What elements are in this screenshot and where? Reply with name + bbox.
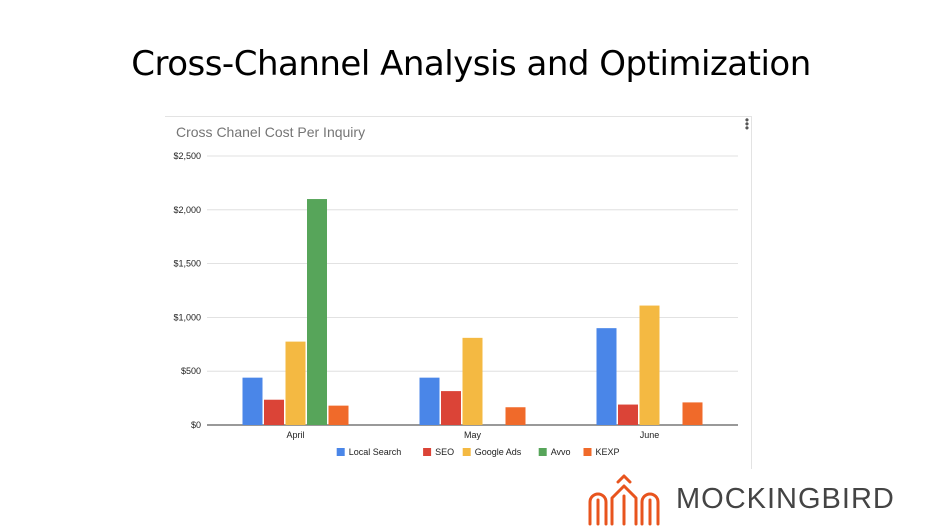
legend-swatch (336, 448, 345, 456)
y-axis-ticks: $0 $500 $1,000 $1,500 $2,000 $2,500 (173, 151, 201, 430)
y-tick-label: $2,000 (173, 205, 201, 215)
bar-avvo-april (307, 199, 327, 425)
x-axis-ticks: April May June (286, 430, 659, 440)
bar-kexp-june (682, 402, 703, 425)
bar-local-search-april (242, 377, 263, 425)
mockingbird-logo-icon (588, 474, 660, 526)
bar-google-ads-april (285, 341, 306, 425)
bar-google-ads-may (462, 337, 483, 425)
y-tick-label: $1,500 (173, 259, 201, 269)
legend-swatch (423, 448, 432, 456)
bar-local-search-may (419, 377, 440, 425)
y-tick-label: $500 (181, 366, 201, 376)
bar-seo-june (618, 404, 638, 425)
chart-title: Cross Chanel Cost Per Inquiry (176, 124, 366, 140)
x-tick-label: June (640, 430, 660, 440)
legend: Local Search SEO Google Ads Avvo KEXP (336, 447, 620, 457)
legend-swatch (462, 448, 471, 456)
y-tick-label: $2,500 (173, 151, 201, 161)
legend-label: Local Search (349, 447, 402, 457)
bar-seo-may (441, 391, 461, 425)
slide-title: Cross-Channel Analysis and Optimization (131, 44, 811, 84)
chart-menu-icon[interactable]: • • • (744, 113, 750, 135)
x-tick-label: April (286, 430, 304, 440)
legend-label: KEXP (596, 447, 620, 457)
bars (242, 199, 703, 425)
bar-seo-april (264, 399, 284, 425)
bar-kexp-may (505, 407, 526, 425)
brand-name: MOCKINGBIRD (676, 483, 895, 515)
bar-google-ads-june (639, 305, 660, 425)
x-tick-label: May (464, 430, 482, 440)
legend-label: Avvo (551, 447, 571, 457)
legend-label: SEO (435, 447, 454, 457)
legend-swatch (583, 448, 592, 456)
legend-label: Google Ads (475, 447, 522, 457)
bar-kexp-april (328, 405, 349, 425)
legend-swatch (538, 448, 547, 456)
bar-local-search-june (596, 328, 617, 425)
y-tick-label: $0 (191, 420, 201, 430)
y-tick-label: $1,000 (173, 312, 201, 322)
